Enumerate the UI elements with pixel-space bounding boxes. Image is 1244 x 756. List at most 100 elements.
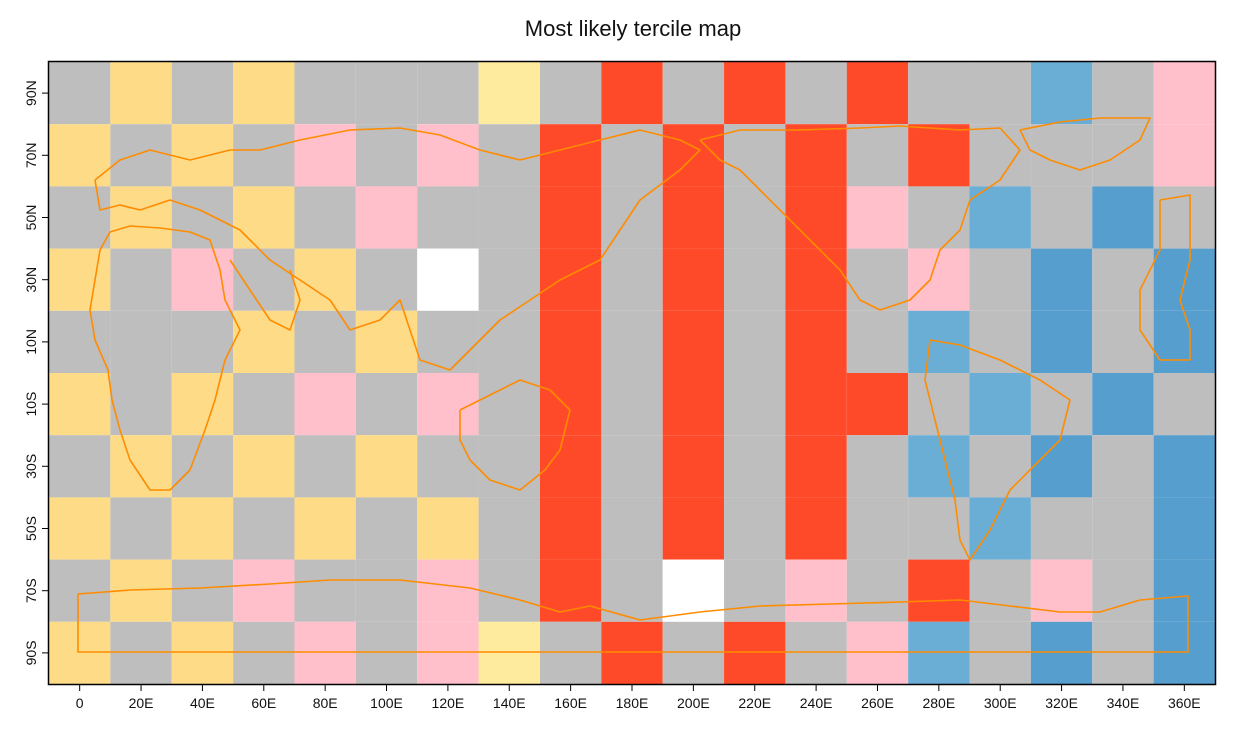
tercile-cell [846, 124, 909, 187]
tercile-cell [785, 497, 847, 560]
tercile-cell [171, 124, 234, 187]
y-tick-label: 50S [23, 516, 39, 541]
tercile-cell [355, 373, 418, 436]
tercile-cell [417, 186, 479, 249]
x-tick-label: 100E [370, 695, 403, 711]
tercile-cell [969, 62, 1031, 125]
tercile-cell [478, 248, 540, 311]
tercile-cell [110, 497, 172, 560]
tercile-cell [539, 621, 602, 684]
tercile-cell [233, 186, 295, 249]
tercile-cell [601, 373, 663, 436]
south-america-outline [924, 339, 1071, 561]
tercile-cell [846, 186, 909, 249]
tercile-cell [294, 310, 356, 373]
tercile-cell [724, 62, 786, 125]
tercile-cell [908, 435, 970, 498]
y-tick-label: 50N [23, 205, 39, 231]
tercile-cell [478, 124, 540, 187]
tercile-cell [662, 435, 725, 498]
x-tick-label: 300E [984, 695, 1017, 711]
tercile-cell [1153, 559, 1215, 622]
tercile-cell [601, 310, 663, 373]
tercile-cell [355, 62, 418, 125]
tercile-cell [233, 124, 295, 187]
x-tick-label: 280E [922, 695, 955, 711]
tercile-cell [539, 373, 602, 436]
tercile-cell [662, 62, 725, 125]
tercile-cell [171, 186, 234, 249]
tercile-cell [662, 559, 725, 622]
tercile-cell [49, 124, 111, 187]
tercile-cell [1092, 621, 1154, 684]
y-tick-label: 90S [23, 640, 39, 665]
tercile-cell [171, 621, 234, 684]
tercile-cell [355, 497, 418, 560]
tercile-cell [294, 621, 356, 684]
tercile-cell [785, 124, 847, 187]
tercile-cell [294, 435, 356, 498]
tercile-cell [1030, 435, 1093, 498]
x-tick-label: 360E [1168, 695, 1201, 711]
tercile-cell [49, 497, 111, 560]
tercile-cell [846, 62, 909, 125]
tercile-cell [539, 124, 602, 187]
tercile-cell [908, 62, 970, 125]
tercile-cell [724, 373, 786, 436]
x-tick-label: 20E [129, 695, 154, 711]
tercile-cell [171, 373, 234, 436]
tercile-cell [49, 186, 111, 249]
tercile-cell [662, 373, 725, 436]
tercile-cell [1153, 497, 1215, 560]
tercile-cell [724, 248, 786, 311]
tercile-cell [478, 310, 540, 373]
x-tick-label: 260E [861, 695, 894, 711]
tercile-cell [233, 373, 295, 436]
tercile-cell [110, 124, 172, 187]
tercile-cell [1092, 373, 1154, 436]
tercile-cell [1092, 310, 1154, 373]
tercile-cell [601, 186, 663, 249]
europe-east-edge-outline [1139, 194, 1191, 361]
tercile-cell [417, 124, 479, 187]
tercile-cell [478, 559, 540, 622]
tercile-cell [846, 435, 909, 498]
tercile-cell [1153, 621, 1215, 684]
x-tick-label: 340E [1107, 695, 1140, 711]
tercile-cell [1092, 497, 1154, 560]
tercile-cell [1030, 497, 1093, 560]
tercile-cell [294, 186, 356, 249]
tercile-cell [233, 435, 295, 498]
tercile-cell [49, 435, 111, 498]
tercile-cell [785, 621, 847, 684]
tercile-cell [1153, 435, 1215, 498]
y-tick-label: 10S [23, 392, 39, 417]
tercile-cell [908, 559, 970, 622]
tercile-cell [539, 186, 602, 249]
tercile-cell [478, 435, 540, 498]
tercile-cell [1153, 310, 1215, 373]
tercile-cell [662, 310, 725, 373]
x-tick-label: 80E [313, 695, 338, 711]
tercile-cell [662, 248, 725, 311]
x-tick-label: 0 [76, 695, 84, 711]
tercile-cell [846, 373, 909, 436]
tercile-cell [601, 124, 663, 187]
tercile-cell [969, 124, 1031, 187]
tercile-cell [49, 559, 111, 622]
tercile-cell [478, 186, 540, 249]
tercile-cell [355, 124, 418, 187]
australia-outline [459, 379, 571, 491]
africa-outline [89, 225, 241, 491]
tercile-cell [539, 435, 602, 498]
tercile-cell [171, 559, 234, 622]
x-tick-label: 40E [190, 695, 215, 711]
tercile-cell [417, 435, 479, 498]
x-tick-label: 120E [432, 695, 465, 711]
tercile-cell [908, 124, 970, 187]
tercile-cell [355, 559, 418, 622]
tercile-cell [233, 310, 295, 373]
tercile-cells [49, 62, 1215, 684]
tercile-cell [417, 559, 479, 622]
